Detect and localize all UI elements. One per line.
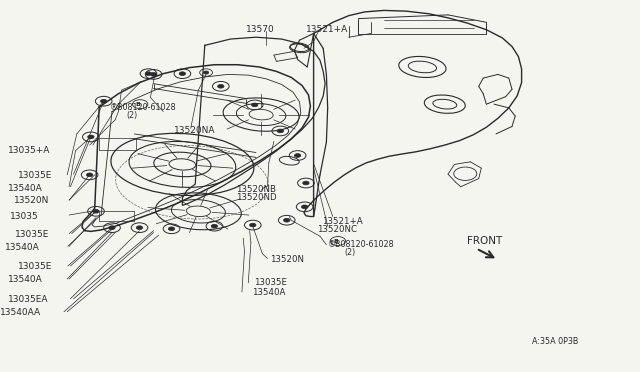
Circle shape xyxy=(252,103,258,107)
Text: 13035+A: 13035+A xyxy=(8,146,50,155)
Circle shape xyxy=(88,135,94,139)
Text: B: B xyxy=(135,102,140,107)
Circle shape xyxy=(218,84,224,88)
Text: 13520NA: 13520NA xyxy=(174,126,216,135)
Text: 13520NC: 13520NC xyxy=(317,225,357,234)
Circle shape xyxy=(211,224,218,228)
Text: 13035E: 13035E xyxy=(254,278,287,287)
Circle shape xyxy=(204,71,209,74)
Text: 13035E: 13035E xyxy=(18,171,52,180)
Circle shape xyxy=(150,73,157,76)
Circle shape xyxy=(93,209,99,213)
Text: (2): (2) xyxy=(344,248,356,257)
Circle shape xyxy=(277,129,284,133)
Text: 13035: 13035 xyxy=(10,212,38,221)
Text: 13521+A: 13521+A xyxy=(306,25,348,34)
Text: (2): (2) xyxy=(126,111,138,120)
Text: 13035EA: 13035EA xyxy=(8,295,48,304)
Text: 13540A: 13540A xyxy=(8,184,42,193)
Text: 13540A: 13540A xyxy=(252,288,285,297)
Text: 13520N: 13520N xyxy=(14,196,49,205)
Text: 13570: 13570 xyxy=(246,25,275,34)
Circle shape xyxy=(303,181,309,185)
Circle shape xyxy=(86,173,93,177)
Text: 13540A: 13540A xyxy=(5,243,40,252)
Text: 13035E: 13035E xyxy=(15,230,49,239)
Circle shape xyxy=(284,218,290,222)
Text: 13521+A: 13521+A xyxy=(322,217,362,226)
Circle shape xyxy=(250,223,256,227)
Text: ®B08120-61028: ®B08120-61028 xyxy=(328,240,394,249)
Text: 13540AA: 13540AA xyxy=(0,308,41,317)
Circle shape xyxy=(145,72,152,76)
Circle shape xyxy=(179,72,186,76)
Circle shape xyxy=(301,205,308,209)
Text: 13540A: 13540A xyxy=(8,275,42,284)
Text: A:35A 0P3B: A:35A 0P3B xyxy=(532,337,579,346)
Circle shape xyxy=(109,226,115,230)
Text: 13520NB: 13520NB xyxy=(236,185,275,194)
Text: B: B xyxy=(333,238,338,244)
Text: 13520ND: 13520ND xyxy=(236,193,276,202)
Text: FRONT: FRONT xyxy=(467,236,502,246)
Circle shape xyxy=(136,226,143,230)
Text: 13035E: 13035E xyxy=(18,262,52,271)
Circle shape xyxy=(168,227,175,231)
Text: 13520N: 13520N xyxy=(270,255,304,264)
Circle shape xyxy=(294,154,301,157)
Text: ®B08120-61028: ®B08120-61028 xyxy=(110,103,177,112)
Circle shape xyxy=(100,99,107,103)
